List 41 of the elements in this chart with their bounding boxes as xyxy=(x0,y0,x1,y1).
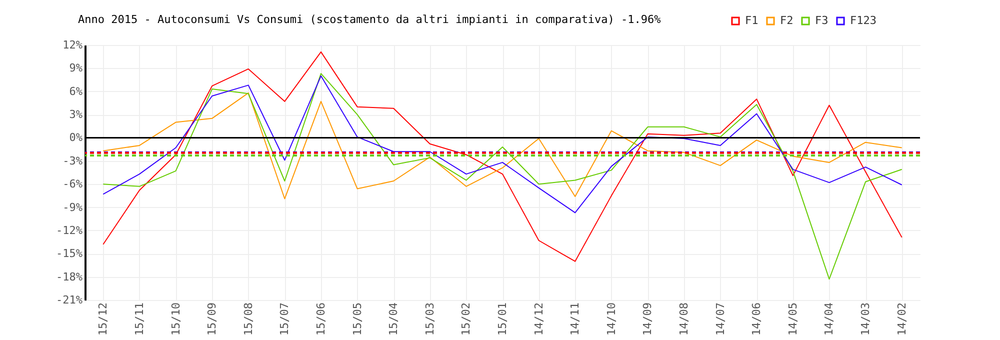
legend-label: F123 xyxy=(850,14,876,27)
y-tick-label: -15% xyxy=(56,247,83,260)
y-tick-label: -9% xyxy=(62,200,83,214)
y-tick-label: 0% xyxy=(69,131,83,144)
x-tick-label: 15/05 xyxy=(350,302,364,336)
x-tick-label: 15/01 xyxy=(496,302,509,336)
y-tick-label: 9% xyxy=(69,62,83,75)
x-tick-label: 15/03 xyxy=(423,302,436,336)
y-tick-label: -3% xyxy=(62,154,83,168)
x-tick-label: 14/09 xyxy=(641,302,654,336)
y-tick-label: 12% xyxy=(62,38,83,52)
x-tick-label: 15/07 xyxy=(278,302,292,336)
line-series xyxy=(102,92,902,200)
y-tick-label: -21% xyxy=(56,294,83,306)
y-tick-label: -6% xyxy=(62,178,83,191)
x-tick-label: 14/05 xyxy=(786,302,800,336)
x-tick-label: 14/04 xyxy=(822,302,836,336)
x-tick-label: 14/11 xyxy=(568,302,582,336)
x-tick-label: 15/02 xyxy=(460,302,473,336)
x-tick-label: 15/04 xyxy=(387,302,400,336)
x-tick-label: 15/11 xyxy=(132,302,146,336)
y-tick-label: -12% xyxy=(56,224,83,237)
legend-label: F2 xyxy=(780,14,794,27)
legend-label: F1 xyxy=(745,14,758,27)
x-tick-label: 14/07 xyxy=(714,302,727,336)
x-tick-label: 14/02 xyxy=(895,302,908,336)
x-tick-label: 15/06 xyxy=(314,302,328,336)
y-tick-label: 3% xyxy=(69,108,83,122)
x-tick-label: 15/12 xyxy=(96,302,110,336)
x-tick-label: 14/12 xyxy=(532,302,546,336)
x-tick-label: 15/08 xyxy=(242,302,255,336)
x-tick-label: 14/08 xyxy=(678,302,691,336)
legend-label: F3 xyxy=(815,14,828,27)
x-tick-label: 14/10 xyxy=(604,302,618,336)
x-tick-label: 15/10 xyxy=(169,302,182,336)
y-tick-label: 6% xyxy=(69,84,83,98)
chart-title: Anno 2015 - Autoconsumi Vs Consumi (scostamento da altri impianti in comparativa) -1.96% xyxy=(78,13,662,26)
x-tick-label: 15/09 xyxy=(206,302,219,336)
y-tick-label: -18% xyxy=(56,270,83,284)
x-tick-label: 14/03 xyxy=(859,302,872,336)
x-tick-label: 14/06 xyxy=(750,302,764,336)
